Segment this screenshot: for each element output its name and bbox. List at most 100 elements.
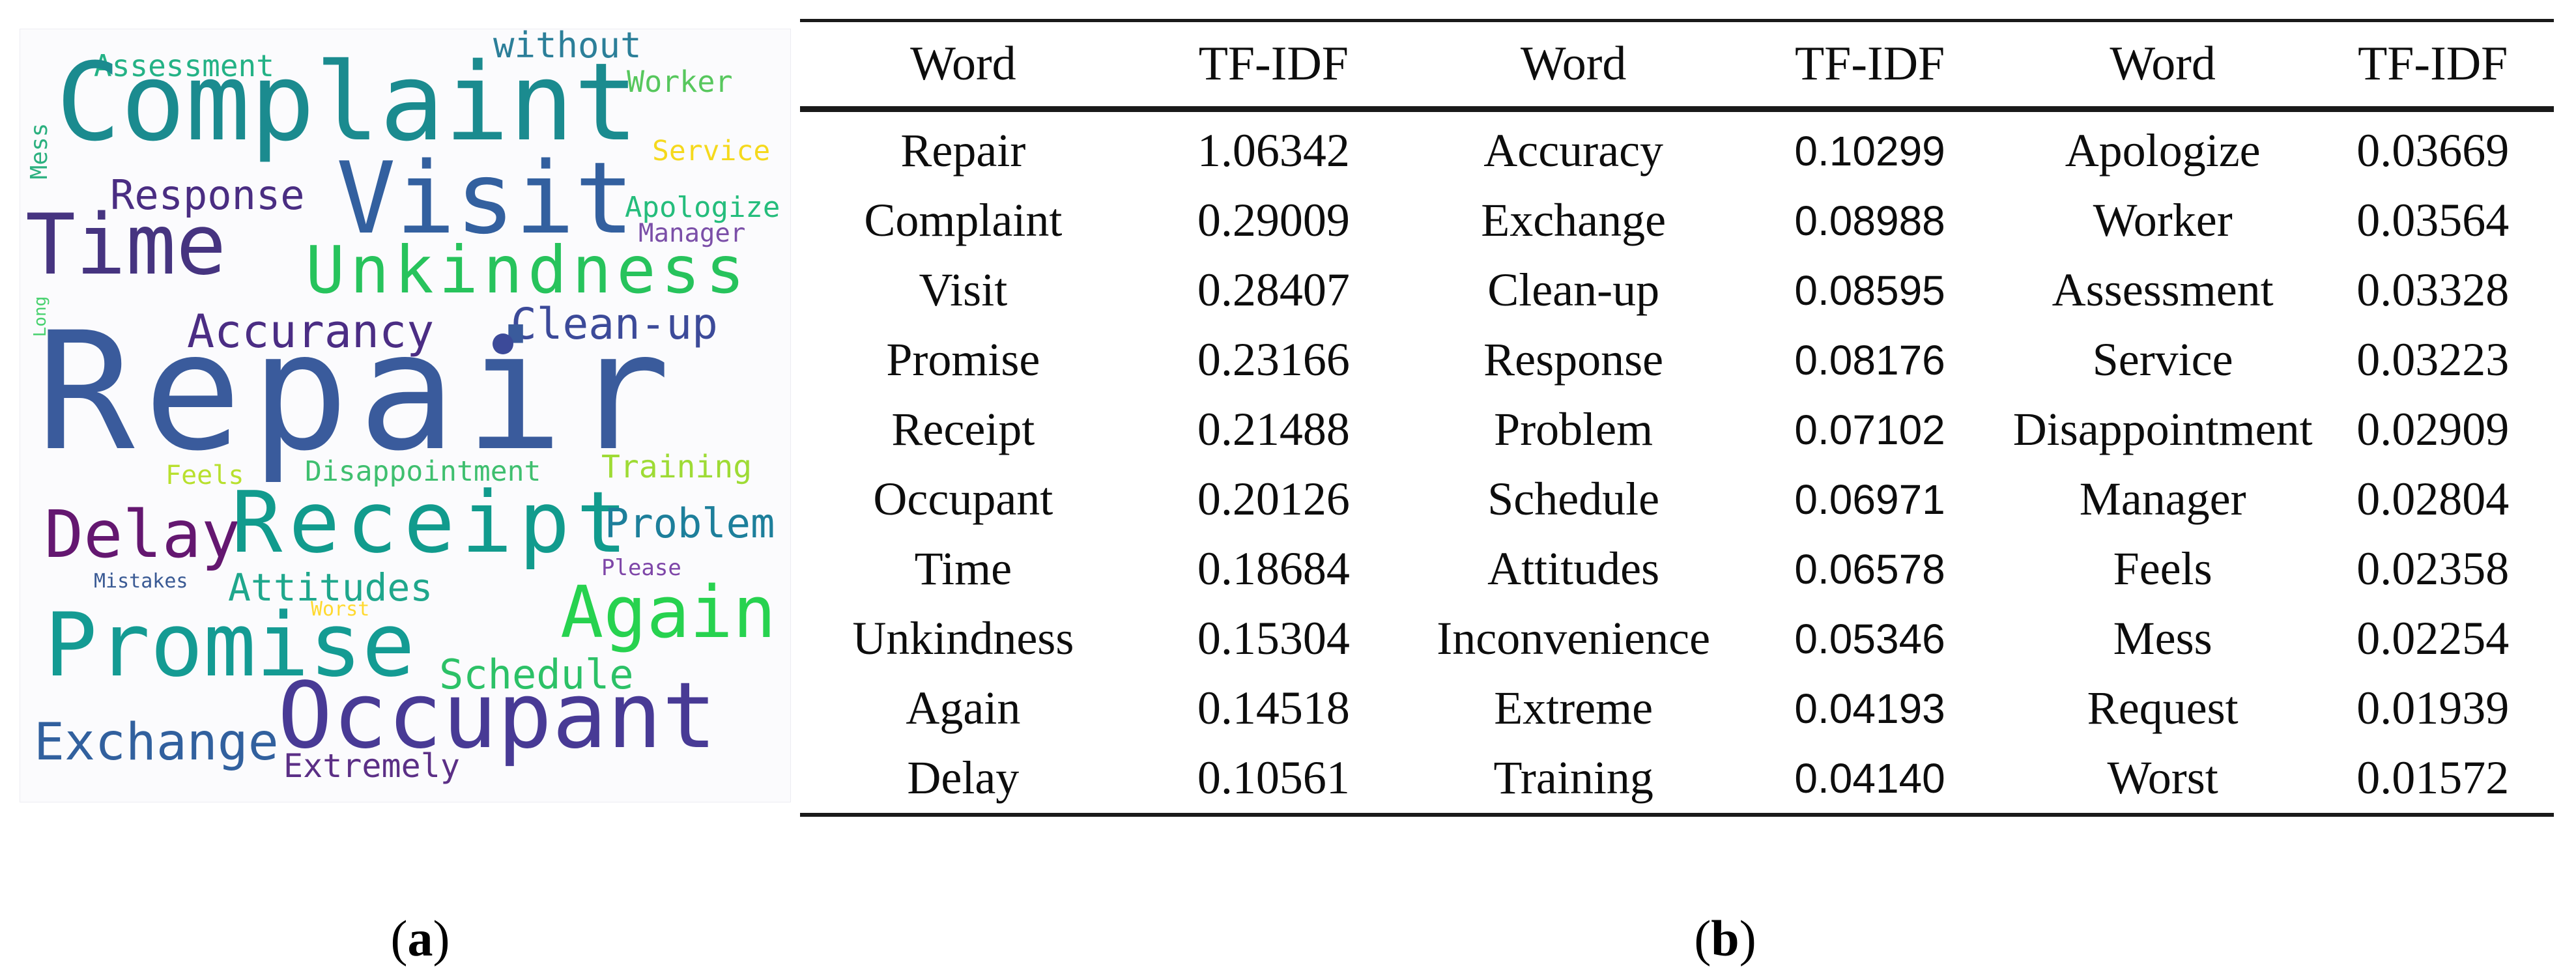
- table-cell-tfidf: 0.08988: [1794, 197, 1945, 244]
- table-cell-tfidf: 0.08176: [1794, 336, 1945, 384]
- table-cell-word: Again: [906, 682, 1021, 734]
- wordcloud-word: Problem: [605, 500, 775, 547]
- tfidf-table: Word TF-IDF Word TF-IDF Word TF-IDF Repair 1.0…: [800, 19, 2554, 817]
- wordcloud-word: without: [493, 29, 642, 66]
- table-cell-tfidf: 0.03669: [2356, 124, 2510, 177]
- table-cell-tfidf: 0.06971: [1794, 475, 1945, 523]
- wordcloud-word: Extremely: [283, 747, 460, 785]
- table-cell-word: Training: [1493, 752, 1653, 804]
- table-cell-tfidf: 0.03223: [2356, 333, 2510, 386]
- table-header-cell: Word: [2110, 37, 2216, 91]
- table-cell-word: Assessment: [2052, 264, 2274, 316]
- wordcloud-word: Again: [560, 571, 777, 654]
- wordcloud-word: Receipt: [231, 473, 634, 572]
- table-cell-word: Apologize: [2065, 124, 2261, 177]
- table-cell-word: Worker: [2093, 194, 2233, 246]
- wordcloud-word: Schedule: [439, 651, 634, 698]
- wordcloud-word: Exchange: [34, 713, 279, 772]
- table-cell-word: Unkindness: [852, 612, 1074, 664]
- table-cell-tfidf: 0.03564: [2356, 194, 2510, 246]
- table-rule-header: [800, 106, 2554, 112]
- table-header-cell: Word: [1520, 37, 1627, 91]
- panel-label-b-letter: b: [1711, 910, 1739, 967]
- panel-label-b-open: (: [1694, 910, 1711, 967]
- wordcloud-word: Feels: [165, 460, 244, 490]
- wordcloud-word: Worker: [627, 64, 733, 99]
- table-cell-word: Problem: [1494, 403, 1653, 455]
- table-cell-word: Delay: [907, 752, 1020, 804]
- table-cell-word: Clean-up: [1487, 264, 1660, 316]
- table-header-cell: TF-IDF: [1198, 37, 1349, 91]
- table-cell-word: Accuracy: [1483, 124, 1664, 177]
- table-cell-tfidf: 0.14518: [1197, 682, 1350, 734]
- wordcloud-word: Complaint: [56, 40, 639, 165]
- table-cell-word: Promise: [886, 333, 1040, 386]
- table-cell-word: Exchange: [1481, 194, 1667, 246]
- wordcloud-word: Unkindness: [306, 232, 751, 308]
- panel-label-a-close: ): [433, 910, 450, 967]
- table-cell-word: Request: [2087, 682, 2239, 734]
- wordcloud-word: Disappointment: [305, 455, 541, 488]
- table-cell-word: Attitudes: [1487, 543, 1660, 595]
- table-cell-tfidf: 0.08595: [1794, 266, 1945, 314]
- table-cell-tfidf: 0.04193: [1794, 685, 1945, 732]
- wordcloud-word: Accurancy: [187, 305, 435, 358]
- wordcloud-word: Promise: [44, 594, 415, 696]
- table-header-cell: TF-IDF: [1794, 37, 1945, 91]
- table-cell-tfidf: 0.02804: [2356, 473, 2510, 525]
- wordcloud-word: Please: [601, 555, 681, 581]
- wordcloud-word: Clean-up: [511, 299, 718, 349]
- wordcloud-word: Attitudes: [228, 565, 433, 610]
- table-cell-tfidf: 0.10561: [1197, 752, 1350, 804]
- table-cell-tfidf: 0.29009: [1197, 194, 1350, 246]
- table-cell-tfidf: 0.10299: [1794, 127, 1945, 175]
- wordcloud-word: Assessment: [94, 48, 274, 83]
- table-cell-word: Visit: [919, 264, 1008, 316]
- wordcloud-word: Occupant: [278, 663, 717, 769]
- wordcloud-word: Mistakes: [94, 570, 188, 593]
- table-cell-tfidf: 0.06578: [1794, 545, 1945, 593]
- table-cell-tfidf: 0.02358: [2356, 543, 2510, 595]
- table-cell-tfidf: 0.07102: [1794, 406, 1945, 453]
- table-header-row: Word TF-IDF Word TF-IDF Word TF-IDF: [800, 22, 2554, 106]
- table-cell-tfidf: 0.15304: [1197, 612, 1350, 664]
- table-header-cell: Word: [910, 37, 1016, 91]
- table-cell-word: Mess: [2113, 612, 2212, 664]
- wordcloud-word: Manager: [638, 219, 746, 248]
- wordcloud-word: Visit: [336, 141, 635, 256]
- table-cell-tfidf: 0.18684: [1197, 543, 1350, 595]
- table-cell-word: Time: [914, 543, 1012, 595]
- table-cell-tfidf: 0.20126: [1197, 473, 1350, 525]
- table-cell-tfidf: 0.05346: [1794, 615, 1945, 662]
- table-cell-word: Disappointment: [2012, 403, 2313, 455]
- table-body: Repair 1.06342 Accuracy 0.10299 Apologize 0.0…: [800, 112, 2554, 813]
- table-cell-tfidf: 0.04140: [1794, 754, 1945, 802]
- table-cell-tfidf: 0.03328: [2356, 264, 2510, 316]
- panel-label-a-letter: a: [407, 910, 433, 967]
- table-cell-tfidf: 0.28407: [1197, 264, 1350, 316]
- table-cell-tfidf: 0.01939: [2356, 682, 2510, 734]
- table-cell-word: Occupant: [873, 473, 1053, 525]
- table-rule-bottom: [800, 813, 2554, 817]
- table-cell-word: Service: [2092, 333, 2233, 386]
- wordcloud-word: Time: [25, 197, 227, 294]
- table-cell-word: Response: [1483, 333, 1664, 386]
- wordcloud-word: Mess: [26, 122, 53, 180]
- table-cell-word: Manager: [2079, 473, 2246, 525]
- panel-label-b: (b): [1694, 909, 1756, 968]
- table-cell-word: Feels: [2113, 543, 2212, 595]
- wordcloud-word: Worst: [311, 598, 370, 621]
- table-header-cell: TF-IDF: [2358, 37, 2508, 91]
- table-cell-tfidf: 0.02254: [2356, 612, 2510, 664]
- wordcloud-word: Service: [652, 135, 771, 167]
- wordcloud-panel: Assessment without Worker Complaint Mess Serv…: [20, 29, 791, 802]
- table-cell-tfidf: 0.01572: [2356, 752, 2510, 804]
- wordcloud-word: Repair: [36, 297, 680, 487]
- table-rule-top: [800, 19, 2554, 22]
- panel-label-a: (a): [391, 909, 450, 968]
- table-cell-tfidf: 1.06342: [1197, 124, 1350, 177]
- wordcloud-word: Training: [601, 449, 752, 485]
- panel-label-b-close: ): [1739, 910, 1756, 967]
- wordcloud-word: Response: [110, 171, 305, 219]
